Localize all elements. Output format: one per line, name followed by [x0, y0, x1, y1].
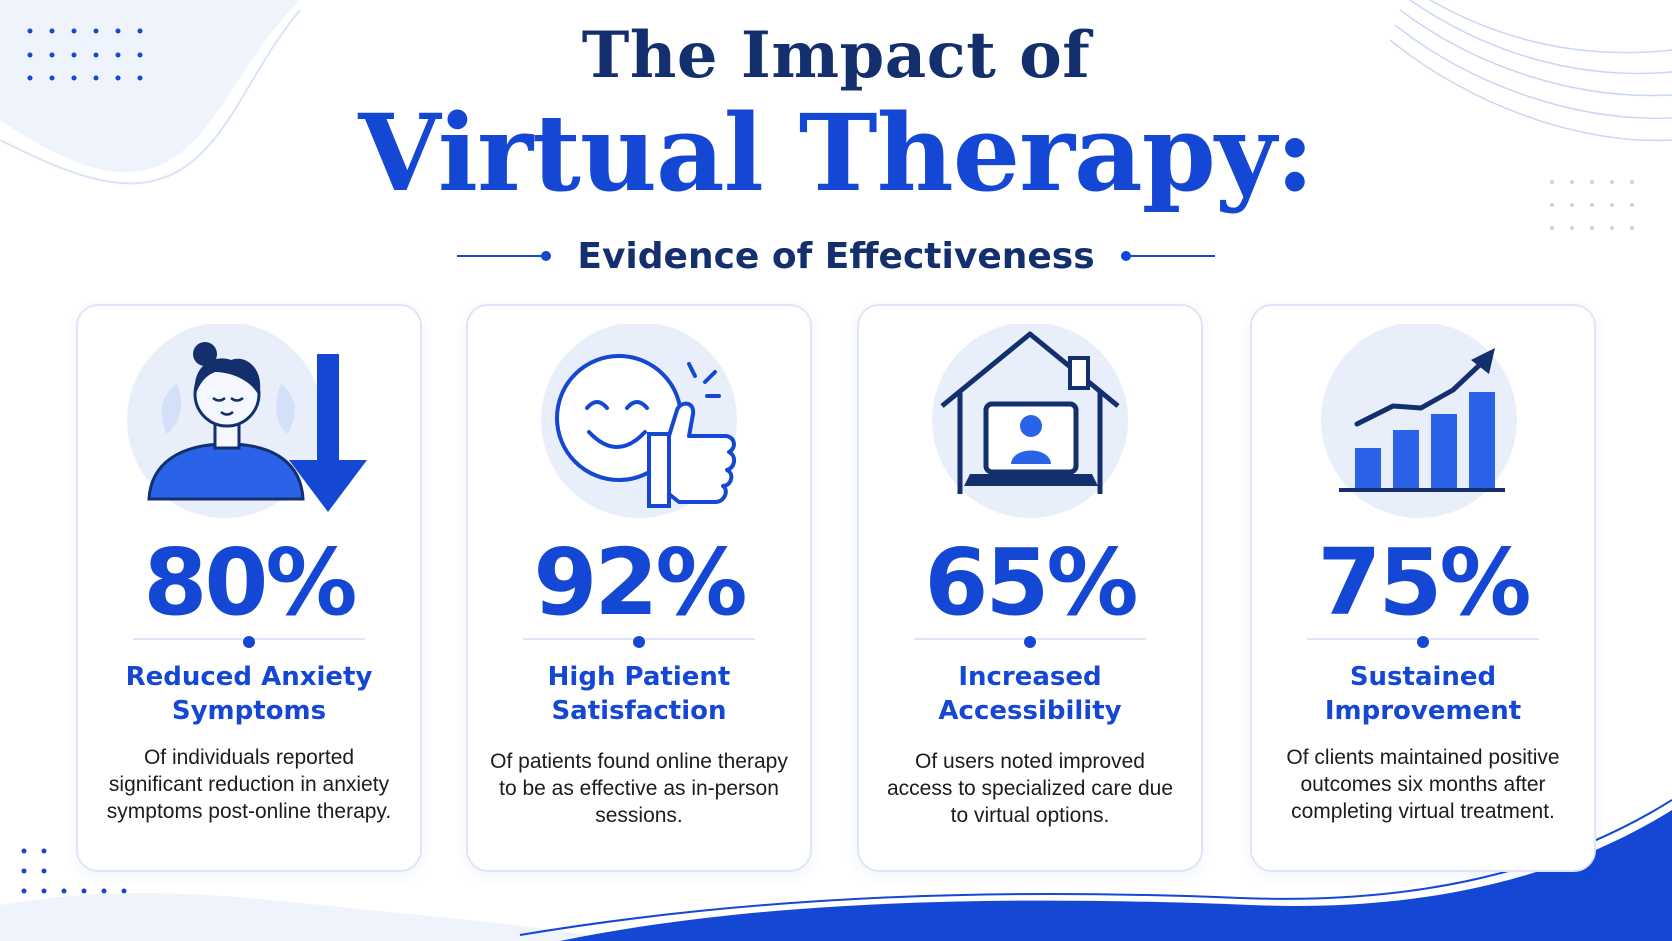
divider-dot: [243, 636, 255, 648]
card-description: Of patients found online therapy to be a…: [490, 750, 788, 827]
card-description: Of individuals reported significant redu…: [106, 746, 392, 823]
stat-value: 65%: [924, 529, 1138, 636]
subtitle-row: Evidence of Effectiveness: [0, 232, 1672, 280]
woman-relaxed-down-arrow-icon: [127, 324, 367, 518]
stat-card-improvement: 75% Sustained Improvement Of clients mai…: [1250, 304, 1596, 872]
divider-dot: [1024, 636, 1036, 648]
stat-value: 75%: [1317, 529, 1531, 636]
smiley-thumbs-up-icon: [541, 324, 737, 518]
divider-dot: [1417, 636, 1429, 648]
stat-value: 92%: [533, 529, 747, 636]
title-line-1: The Impact of: [581, 18, 1091, 93]
stat-value: 80%: [143, 529, 357, 636]
subtitle-right-line: [1120, 251, 1215, 261]
subtitle: Evidence of Effectiveness: [577, 235, 1095, 277]
stat-card-anxiety: 80% Reduced Anxiety Symptoms Of individu…: [76, 304, 422, 872]
card-description: Of users noted improved access to specia…: [887, 750, 1173, 827]
house-laptop-icon: [932, 324, 1128, 518]
card-title: Increased Accessibility: [938, 662, 1122, 726]
card-title: Sustained Improvement: [1324, 662, 1522, 726]
subtitle-left-line: [457, 251, 552, 261]
stat-card-accessibility: 65% Increased Accessibility Of users not…: [857, 304, 1203, 872]
divider-dot: [633, 636, 645, 648]
card-description: Of clients maintained positive outcomes …: [1286, 746, 1560, 823]
title-line-2: Virtual Therapy:: [358, 90, 1314, 215]
card-title: High Patient Satisfaction: [547, 662, 731, 726]
card-title: Reduced Anxiety Symptoms: [125, 662, 373, 726]
stat-card-satisfaction: 92% High Patient Satisfaction Of patient…: [466, 304, 812, 872]
rising-bar-chart-icon: [1321, 324, 1517, 518]
